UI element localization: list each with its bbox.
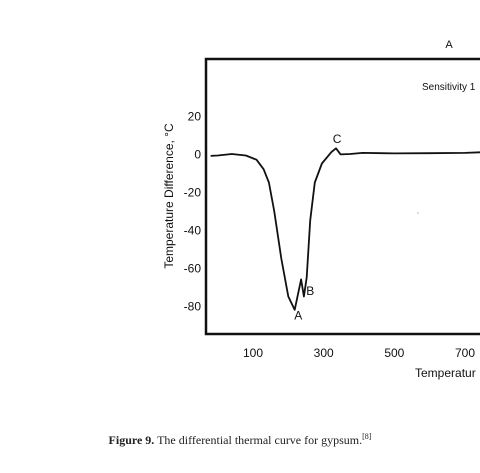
y-axis-label: Temperature Difference, °C — [162, 123, 176, 269]
x-tick-label: 300 — [314, 346, 334, 360]
figure-caption: Figure 9. The differential thermal curve… — [0, 432, 480, 448]
y-tick-label: 20 — [188, 110, 202, 124]
x-tick-label: 100 — [243, 346, 263, 360]
y-tick-label: -60 — [184, 262, 202, 276]
speck-mark — [417, 212, 419, 214]
y-tick-label: 0 — [194, 148, 201, 162]
sensitivity-note: Sensitivity 1 — [422, 82, 476, 93]
peak-annotation: C — [333, 132, 342, 146]
y-tick-label: -80 — [184, 300, 202, 314]
plot-frame — [204, 57, 480, 336]
dta-curve-line — [210, 147, 480, 311]
caption-label: Figure 9. — [108, 433, 155, 447]
x-tick-label: 700 — [455, 346, 475, 360]
panel-label: A — [445, 39, 453, 51]
peak-annotation: B — [306, 284, 314, 298]
peak-annotation: A — [294, 309, 302, 323]
caption-reference: [8] — [362, 432, 372, 441]
y-tick-label: -40 — [184, 224, 202, 238]
x-tick-label: 500 — [384, 346, 404, 360]
y-tick-label: -20 — [184, 186, 202, 200]
x-axis-label: Temperatur — [415, 366, 476, 380]
caption-text: The differential thermal curve for gypsu… — [154, 433, 363, 447]
